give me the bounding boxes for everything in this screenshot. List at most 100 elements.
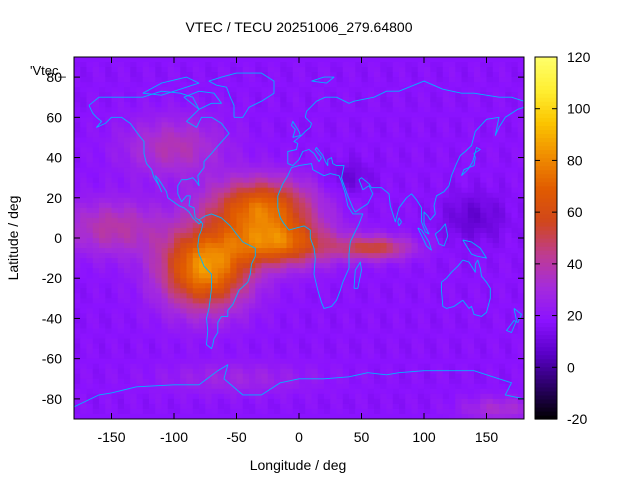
heatmap-cell xyxy=(392,263,400,269)
heatmap-cell xyxy=(130,238,138,244)
heatmap-cell xyxy=(261,363,269,370)
heatmap-cell xyxy=(242,318,250,325)
heatmap-cell xyxy=(305,157,313,164)
heatmap-cell xyxy=(399,122,406,128)
heatmap-cell xyxy=(517,157,524,164)
heatmap-cell xyxy=(136,278,144,284)
heatmap-cell xyxy=(117,238,125,244)
heatmap-cell xyxy=(311,248,319,254)
heatmap-cell xyxy=(261,278,269,284)
heatmap-cell xyxy=(242,82,250,88)
heatmap-cell xyxy=(511,142,519,149)
heatmap-cell xyxy=(342,343,350,350)
heatmap-cell xyxy=(342,207,350,214)
heatmap-cell xyxy=(317,197,325,204)
heatmap-cell xyxy=(155,157,163,164)
heatmap-cell xyxy=(336,77,344,83)
heatmap-cell xyxy=(74,137,81,144)
heatmap-cell xyxy=(74,403,81,410)
heatmap-cell xyxy=(511,217,519,224)
heatmap-cell xyxy=(474,92,481,98)
heatmap-cell xyxy=(280,72,288,78)
heatmap-cell xyxy=(349,328,356,335)
heatmap-cell xyxy=(274,212,281,219)
heatmap-cell xyxy=(136,313,144,320)
heatmap-cell xyxy=(467,212,475,219)
heatmap-cell xyxy=(280,393,288,400)
heatmap-cell xyxy=(467,258,475,264)
heatmap-cell xyxy=(442,338,450,345)
heatmap-cell xyxy=(180,398,188,405)
heatmap-cell xyxy=(167,363,175,370)
heatmap-cell xyxy=(355,92,363,98)
heatmap-cell xyxy=(480,263,488,269)
heatmap-cell xyxy=(399,303,406,309)
heatmap-cell xyxy=(311,142,319,149)
heatmap-cell xyxy=(442,212,450,219)
heatmap-cell xyxy=(386,298,394,304)
heatmap-cell xyxy=(399,373,406,380)
heatmap-cell xyxy=(249,87,256,93)
heatmap-cell xyxy=(361,102,369,108)
heatmap-cell xyxy=(161,398,169,405)
heatmap-cell xyxy=(317,162,325,169)
heatmap-cell xyxy=(249,253,256,259)
heatmap-cell xyxy=(392,112,400,118)
heatmap-cell xyxy=(230,92,238,98)
heatmap-cell xyxy=(336,363,344,370)
heatmap-cell xyxy=(299,298,306,304)
heatmap-cell xyxy=(330,258,338,264)
heatmap-cell xyxy=(367,182,375,189)
heatmap-cell xyxy=(255,333,263,340)
heatmap-cell xyxy=(274,72,281,78)
heatmap-cell xyxy=(286,82,294,88)
heatmap-cell xyxy=(386,248,394,254)
heatmap-cell xyxy=(261,293,269,299)
heatmap-cell xyxy=(430,378,438,385)
heatmap-cell xyxy=(211,182,219,189)
heatmap-cell xyxy=(80,207,88,214)
heatmap-cell xyxy=(180,383,188,390)
heatmap-cell xyxy=(167,122,175,128)
heatmap-cell xyxy=(311,388,319,395)
heatmap-cell xyxy=(136,172,144,179)
heatmap-cell xyxy=(305,177,313,184)
heatmap-cell xyxy=(324,248,331,254)
heatmap-cell xyxy=(255,162,263,169)
heatmap-cell xyxy=(311,212,319,219)
heatmap-cell xyxy=(505,187,513,194)
heatmap-cell xyxy=(449,152,456,159)
heatmap-cell xyxy=(274,132,281,139)
heatmap-cell xyxy=(217,263,225,269)
heatmap-cell xyxy=(305,323,313,330)
heatmap-cell xyxy=(205,313,213,320)
heatmap-cell xyxy=(280,217,288,224)
heatmap-cell xyxy=(311,283,319,289)
heatmap-cell xyxy=(317,137,325,144)
heatmap-cell xyxy=(205,82,213,88)
heatmap-cell xyxy=(99,192,106,199)
heatmap-cell xyxy=(142,363,150,370)
heatmap-cell xyxy=(124,57,131,63)
heatmap-cell xyxy=(455,298,463,304)
heatmap-cell xyxy=(217,283,225,289)
heatmap-cell xyxy=(205,62,213,68)
heatmap-cell xyxy=(399,313,406,320)
heatmap-cell xyxy=(317,62,325,68)
heatmap-cell xyxy=(286,187,294,194)
heatmap-cell xyxy=(86,212,94,219)
heatmap-cell xyxy=(324,202,331,209)
heatmap-cell xyxy=(249,187,256,194)
heatmap-cell xyxy=(199,313,206,320)
heatmap-cell xyxy=(374,132,381,139)
heatmap-cell xyxy=(80,288,88,294)
heatmap-cell xyxy=(249,238,256,244)
heatmap-cell xyxy=(430,318,438,325)
heatmap-cell xyxy=(399,393,406,400)
heatmap-cell xyxy=(367,107,375,113)
heatmap-cell xyxy=(424,192,431,199)
heatmap-cell xyxy=(417,127,425,134)
heatmap-cell xyxy=(499,117,506,123)
heatmap-cell xyxy=(517,393,524,400)
heatmap-cell xyxy=(249,212,256,219)
